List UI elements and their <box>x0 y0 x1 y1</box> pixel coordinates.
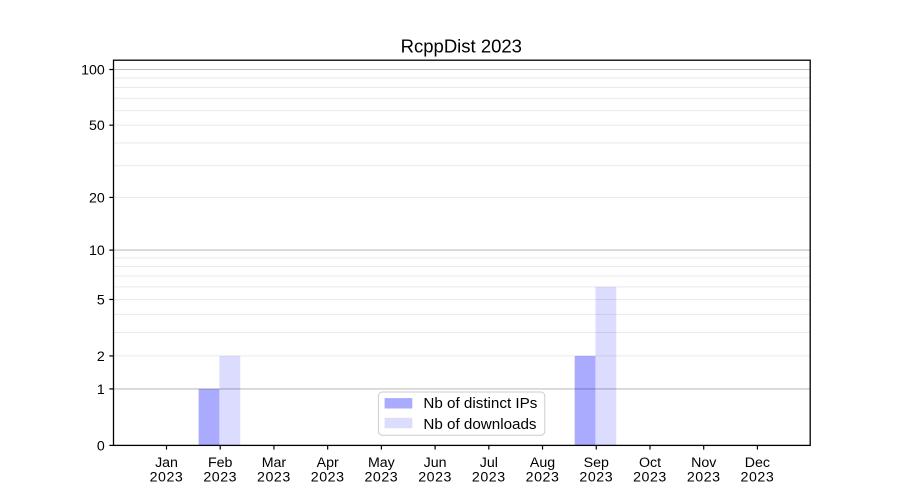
svg-text:50: 50 <box>89 118 105 134</box>
svg-text:0: 0 <box>97 438 105 454</box>
svg-text:Nb of distinct IPs: Nb of distinct IPs <box>423 395 537 412</box>
svg-text:Aug: Aug <box>530 455 555 471</box>
svg-text:2023: 2023 <box>687 470 721 486</box>
svg-text:2: 2 <box>97 349 105 365</box>
svg-text:2023: 2023 <box>579 470 613 486</box>
svg-text:2023: 2023 <box>741 470 775 486</box>
svg-text:100: 100 <box>81 62 105 78</box>
svg-text:20: 20 <box>89 190 105 206</box>
svg-text:Jul: Jul <box>480 455 498 471</box>
svg-text:Jun: Jun <box>424 455 447 471</box>
svg-text:2023: 2023 <box>472 470 506 486</box>
svg-text:2023: 2023 <box>150 470 184 486</box>
svg-text:Nb of downloads: Nb of downloads <box>423 416 537 433</box>
svg-text:RcppDist 2023: RcppDist 2023 <box>401 35 522 56</box>
svg-text:1: 1 <box>97 382 105 398</box>
svg-text:Jan: Jan <box>155 455 178 471</box>
svg-text:2023: 2023 <box>364 470 398 486</box>
svg-text:May: May <box>368 455 396 471</box>
svg-text:Dec: Dec <box>745 455 770 471</box>
svg-text:2023: 2023 <box>418 470 452 486</box>
svg-text:2023: 2023 <box>311 470 345 486</box>
svg-text:Feb: Feb <box>208 455 233 471</box>
svg-text:2023: 2023 <box>257 470 291 486</box>
svg-text:Sep: Sep <box>584 455 609 471</box>
svg-text:Mar: Mar <box>262 455 287 471</box>
svg-text:Oct: Oct <box>639 455 661 471</box>
svg-text:5: 5 <box>97 292 105 308</box>
svg-text:2023: 2023 <box>526 470 560 486</box>
svg-text:Apr: Apr <box>317 455 339 471</box>
svg-text:2023: 2023 <box>633 470 667 486</box>
svg-text:10: 10 <box>89 243 105 259</box>
svg-text:2023: 2023 <box>203 470 237 486</box>
svg-text:Nov: Nov <box>691 455 717 471</box>
